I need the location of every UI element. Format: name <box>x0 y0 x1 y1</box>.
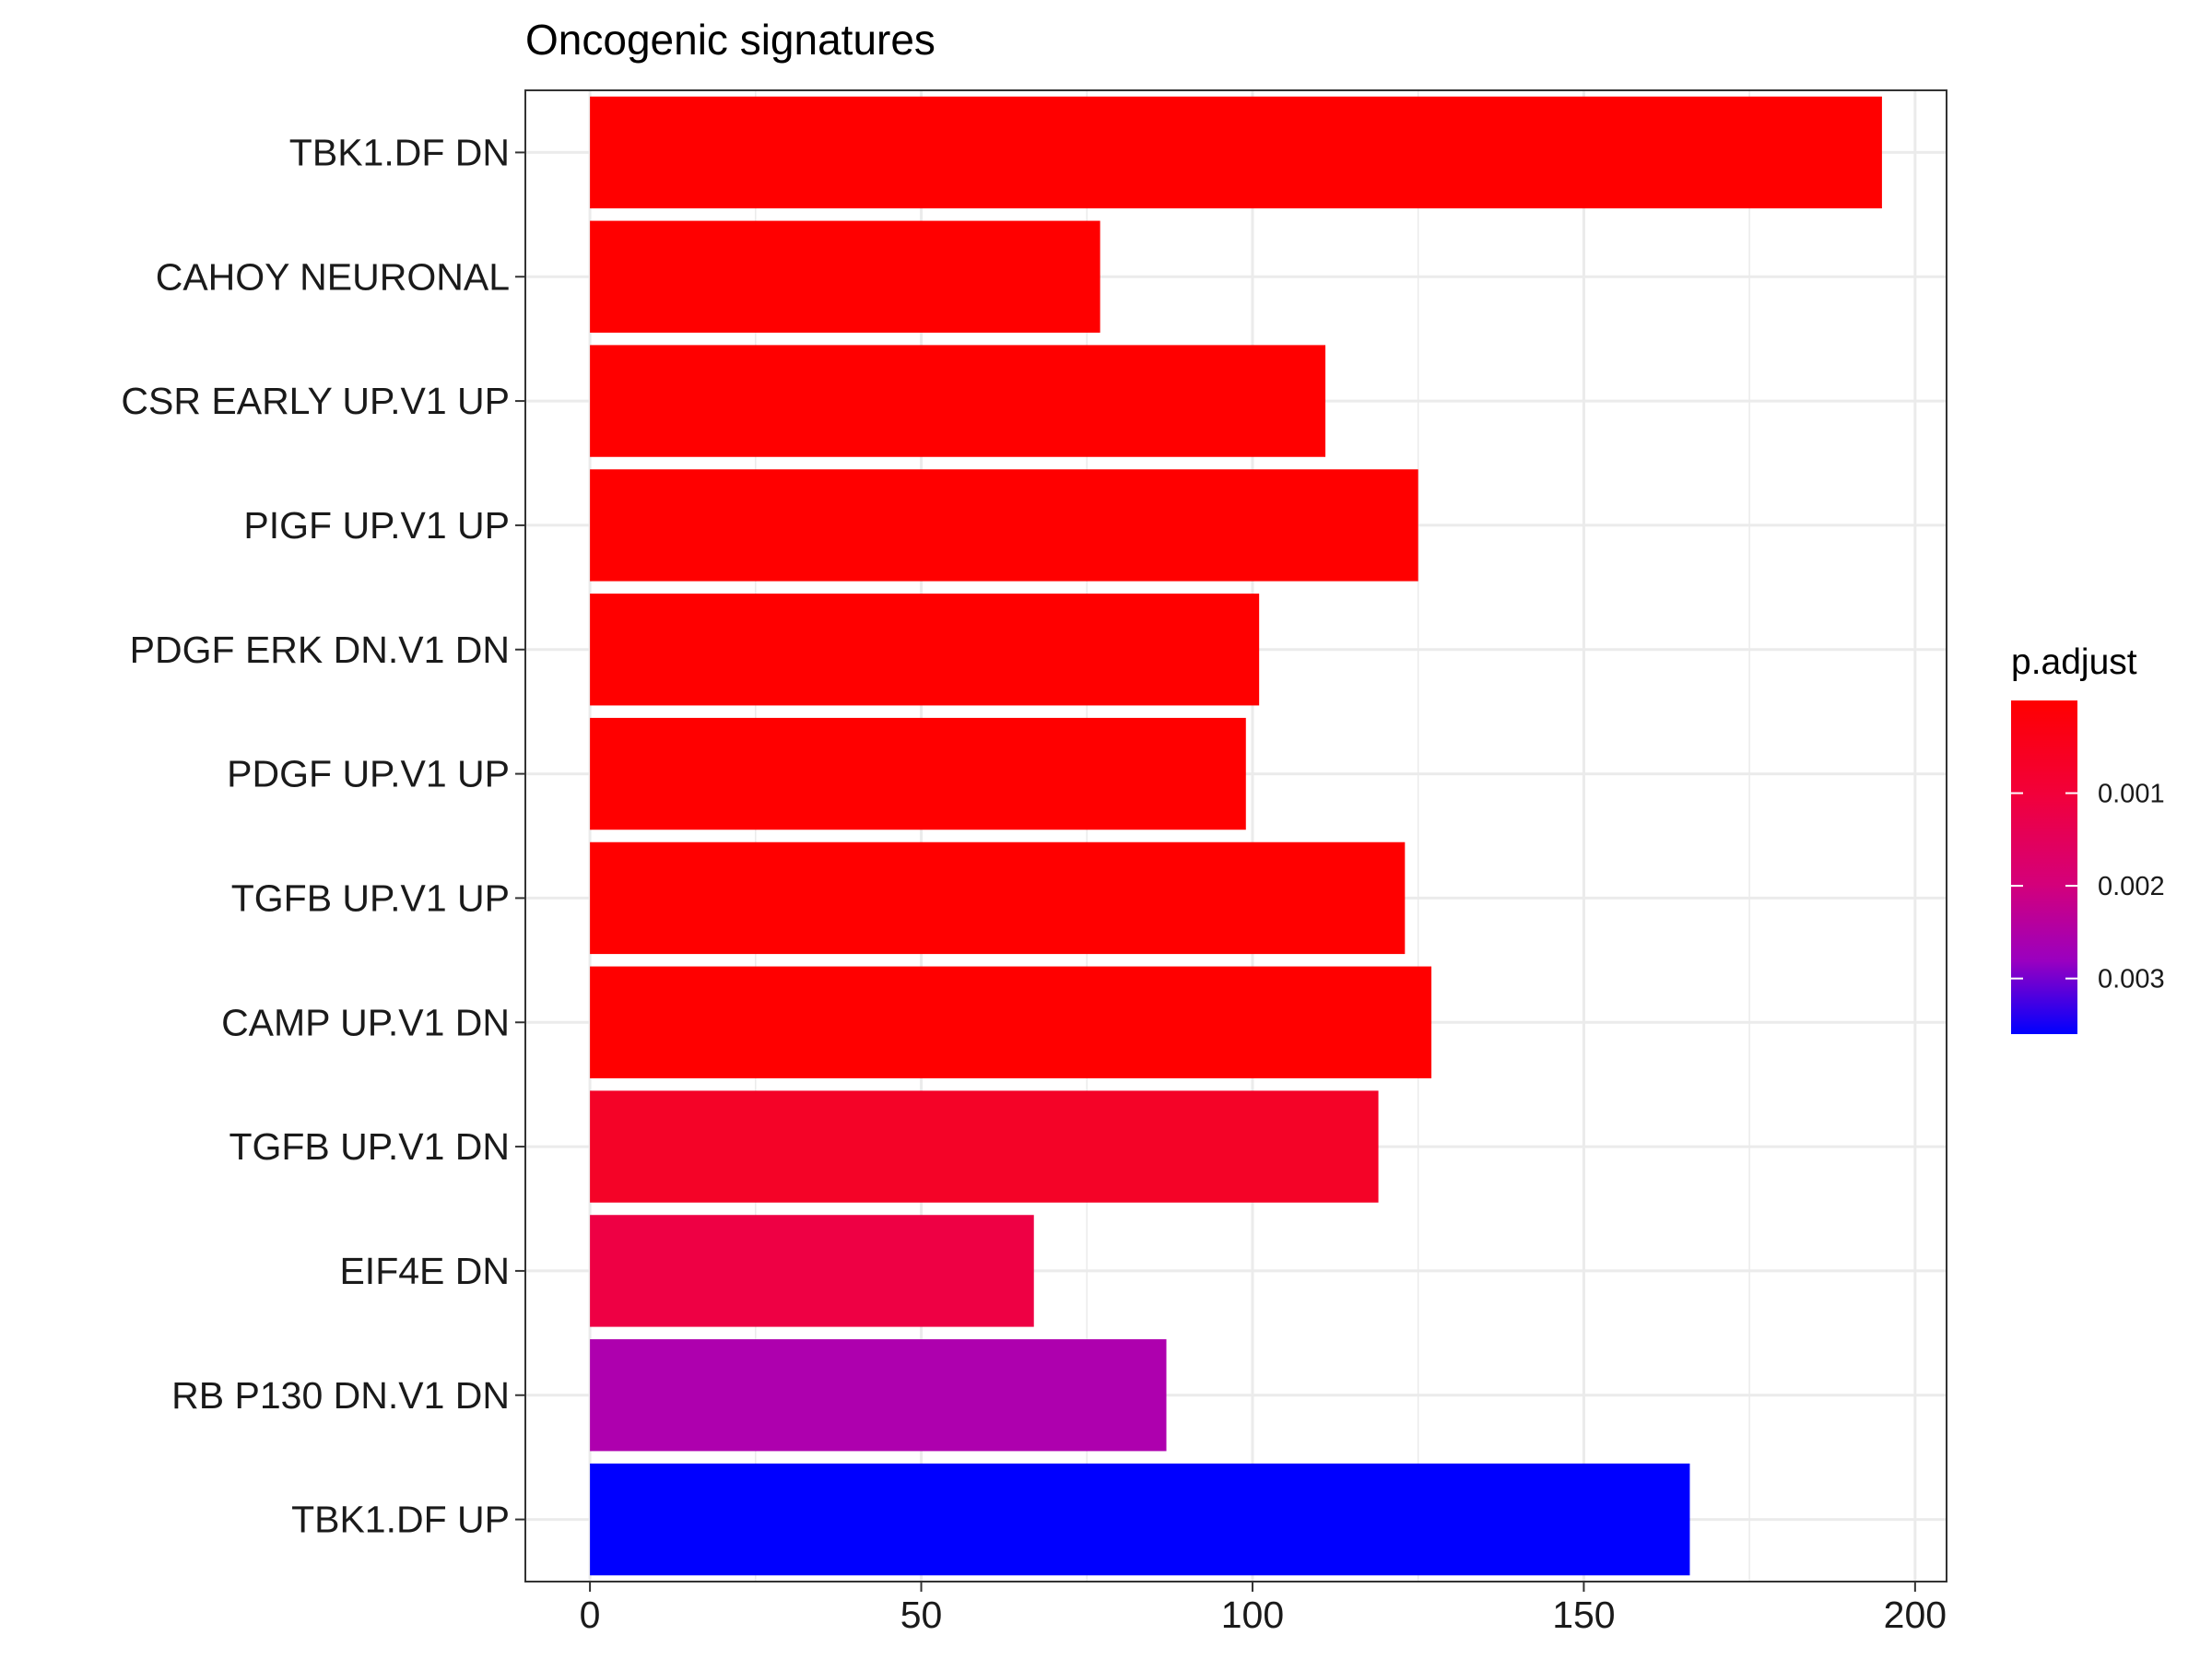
legend: p.adjust 0.001 0.002 0.003 <box>2011 642 2165 1034</box>
bar <box>590 220 1100 333</box>
y-tick-label: PIGF UP.V1 UP <box>243 504 510 547</box>
plot-border <box>524 89 1947 1583</box>
x-axis: 0 50 100 150 200 <box>580 1582 1947 1636</box>
bars-group <box>590 96 1882 1576</box>
y-tick-label: PDGF ERK DN.V1 DN <box>130 629 510 671</box>
x-tick-label: 100 <box>1221 1594 1284 1636</box>
x-tick-label: 150 <box>1552 1594 1615 1636</box>
legend-ticks: 0.001 0.002 0.003 <box>2011 780 2165 994</box>
y-axis: TBK1.DF DN CAHOY NEURONAL CSR EARLY UP.V1 … <box>121 131 525 1541</box>
legend-tick-label: 0.002 <box>2098 872 2165 901</box>
y-tick-label: CAHOY NEURONAL <box>156 255 510 298</box>
bar <box>590 345 1326 457</box>
plot-panel <box>525 90 1947 1582</box>
legend-colorbar <box>2011 700 2077 1034</box>
chart-title: Oncogenic signatures <box>525 16 935 64</box>
legend-title: p.adjust <box>2011 642 2137 682</box>
y-tick-label: CAMP UP.V1 DN <box>221 1001 510 1043</box>
y-tick-label: PDGF UP.V1 UP <box>227 753 510 795</box>
y-tick-label: EIF4E DN <box>339 1250 510 1292</box>
bar <box>590 841 1406 955</box>
bar <box>590 1339 1167 1452</box>
legend-tick-label: 0.001 <box>2098 780 2165 809</box>
y-tick-label: RB P130 DN.V1 DN <box>171 1374 510 1417</box>
legend-tick-label: 0.003 <box>2098 965 2165 994</box>
bar <box>590 717 1246 830</box>
x-tick-label: 200 <box>1884 1594 1947 1636</box>
y-tick-label: CSR EARLY UP.V1 UP <box>121 380 510 422</box>
y-tick-label: TBK1.DF DN <box>289 131 510 173</box>
bar <box>590 1090 1379 1203</box>
bar <box>590 966 1432 1078</box>
y-tick-label: TGFB UP.V1 UP <box>231 877 510 919</box>
y-tick-label: TBK1.DF UP <box>291 1499 510 1541</box>
bar <box>590 1463 1690 1576</box>
bar <box>590 1215 1034 1327</box>
x-tick-label: 50 <box>900 1594 943 1636</box>
y-tick-label: TGFB UP.V1 DN <box>229 1125 510 1168</box>
bar <box>590 96 1882 209</box>
bar <box>590 469 1418 582</box>
x-tick-label: 0 <box>580 1594 601 1636</box>
bar <box>590 594 1260 706</box>
